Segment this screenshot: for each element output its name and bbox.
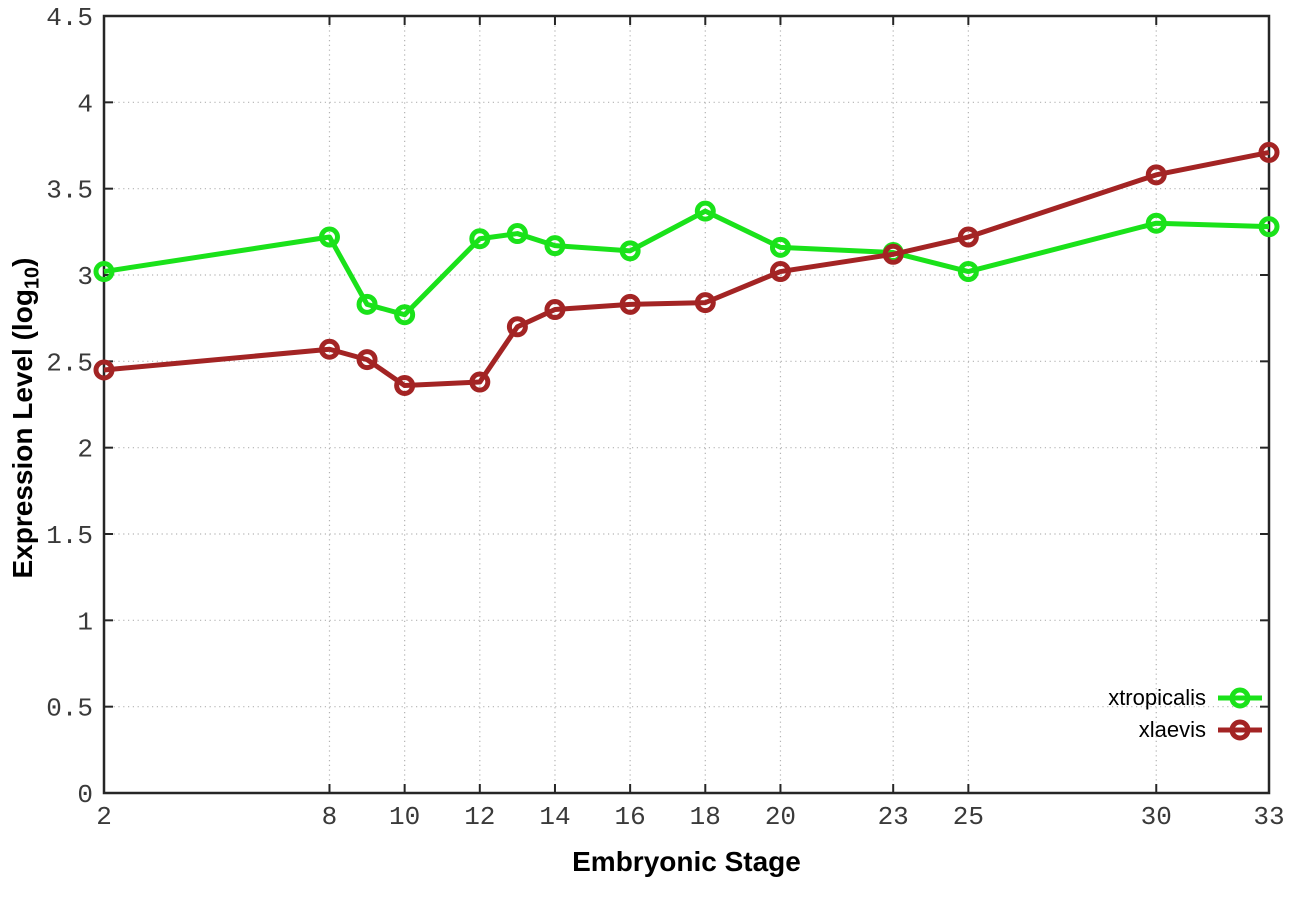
x-tick-label-8: 8 bbox=[322, 802, 338, 832]
data-point-xlaevis-33 bbox=[1258, 141, 1280, 163]
legend-marker-xtropicalis bbox=[1218, 687, 1262, 709]
data-point-xtropicalis-20 bbox=[769, 236, 791, 258]
x-tick-label-16: 16 bbox=[615, 802, 646, 832]
data-point-xlaevis-30 bbox=[1145, 164, 1167, 186]
data-point-xtropicalis-8 bbox=[318, 226, 340, 248]
data-point-xtropicalis-25 bbox=[957, 261, 979, 283]
data-point-xtropicalis-2 bbox=[93, 261, 115, 283]
x-tick-label-30: 30 bbox=[1141, 802, 1172, 832]
x-tick-label-10: 10 bbox=[389, 802, 420, 832]
legend-marker-xlaevis bbox=[1218, 719, 1262, 741]
x-axis-label: Embryonic Stage bbox=[572, 846, 801, 877]
series-line-xtropicalis bbox=[103, 208, 1270, 318]
data-point-xtropicalis-13 bbox=[506, 223, 528, 245]
y-tick-label-4.5: 4.5 bbox=[46, 3, 93, 33]
y-tick-label-1: 1 bbox=[77, 607, 93, 637]
y-axis-label-close: ) bbox=[7, 257, 38, 267]
data-point-xlaevis-10 bbox=[394, 375, 416, 397]
plot-border bbox=[102, 14, 1271, 795]
data-point-xtropicalis-10 bbox=[394, 304, 416, 326]
y-tick-label-4: 4 bbox=[77, 89, 93, 119]
data-point-xlaevis-9 bbox=[356, 349, 378, 371]
x-tick-label-12: 12 bbox=[464, 802, 495, 832]
x-tick-label-23: 23 bbox=[878, 802, 909, 832]
y-axis-label-subscript: 10 bbox=[21, 266, 44, 290]
legend-label-xlaevis: xlaevis bbox=[1138, 717, 1206, 742]
x-tick-label-2: 2 bbox=[96, 802, 112, 832]
data-point-xtropicalis-18 bbox=[694, 200, 716, 222]
data-point-xlaevis-16 bbox=[619, 293, 641, 315]
data-point-xlaevis-13 bbox=[506, 316, 528, 338]
y-tick-label-0.5: 0.5 bbox=[46, 694, 93, 724]
y-axis-label-main: Expression Level (log bbox=[7, 289, 38, 579]
y-tick-label-2.5: 2.5 bbox=[46, 348, 93, 378]
legend-item-xtropicalis: xtropicalis bbox=[1108, 682, 1264, 714]
data-point-xlaevis-8 bbox=[318, 338, 340, 360]
data-point-xlaevis-23 bbox=[882, 243, 904, 265]
legend: xtropicalis xlaevis bbox=[1108, 682, 1264, 746]
x-tick-label-25: 25 bbox=[953, 802, 984, 832]
y-axis-label: Expression Level (log10) bbox=[7, 232, 44, 604]
x-tick-label-14: 14 bbox=[539, 802, 570, 832]
data-point-xlaevis-20 bbox=[769, 261, 791, 283]
x-tick-label-20: 20 bbox=[765, 802, 796, 832]
y-tick-label-3: 3 bbox=[77, 262, 93, 292]
data-point-xlaevis-12 bbox=[469, 371, 491, 393]
data-point-xtropicalis-12 bbox=[469, 228, 491, 250]
y-tick-label-1.5: 1.5 bbox=[46, 521, 93, 551]
x-tick-label-33: 33 bbox=[1253, 802, 1284, 832]
y-tick-label-2: 2 bbox=[77, 435, 93, 465]
data-point-xtropicalis-14 bbox=[544, 235, 566, 257]
x-tick-label-18: 18 bbox=[690, 802, 721, 832]
data-point-xlaevis-25 bbox=[957, 226, 979, 248]
data-point-xlaevis-18 bbox=[694, 292, 716, 314]
data-point-xtropicalis-9 bbox=[356, 293, 378, 315]
data-point-xtropicalis-16 bbox=[619, 240, 641, 262]
data-point-xlaevis-2 bbox=[93, 359, 115, 381]
series-line-xlaevis bbox=[103, 149, 1270, 389]
y-tick-label-0: 0 bbox=[77, 780, 93, 810]
legend-item-xlaevis: xlaevis bbox=[1139, 714, 1264, 746]
legend-label-xtropicalis: xtropicalis bbox=[1108, 685, 1206, 710]
data-point-xtropicalis-33 bbox=[1258, 216, 1280, 238]
data-point-xlaevis-14 bbox=[544, 299, 566, 321]
data-point-xtropicalis-30 bbox=[1145, 212, 1167, 234]
y-tick-label-3.5: 3.5 bbox=[46, 176, 93, 206]
